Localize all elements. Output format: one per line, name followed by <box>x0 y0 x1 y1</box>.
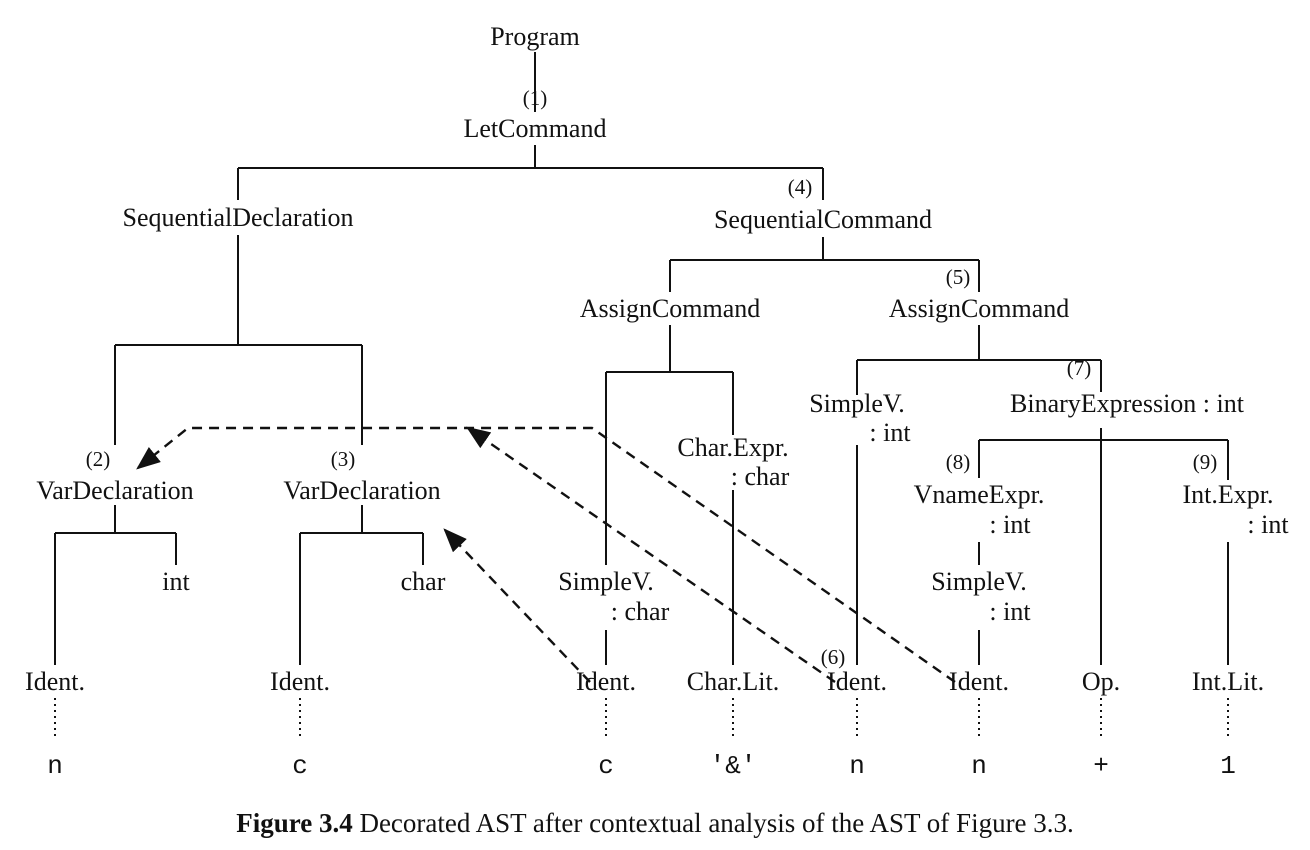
spelling: n <box>971 751 987 781</box>
caption-label: Figure 3.4 <box>236 808 353 838</box>
tag-5: (5) <box>946 265 971 289</box>
spelling: n <box>47 751 63 781</box>
tree-edges <box>54 52 1229 665</box>
node-simple-v: SimpleV. <box>809 389 905 418</box>
edge-assign2-children <box>856 325 1102 395</box>
spelling: c <box>292 751 308 781</box>
node-op: Op. <box>1082 667 1120 696</box>
tag-6: (6) <box>821 645 846 669</box>
edge-seqcmd-children <box>669 237 980 292</box>
node-program: Program <box>490 22 580 51</box>
node-sequential-declaration: SequentialDeclaration <box>122 203 353 232</box>
tag-3: (3) <box>331 447 356 471</box>
node-int-expr: Int.Expr. <box>1183 480 1274 509</box>
node-simple-v-type: : int <box>869 418 911 447</box>
binding-arrow-to-vardecl-2-b <box>466 426 836 683</box>
binding-arrow-to-vardecl-3 <box>443 528 591 683</box>
spelling: 1 <box>1220 751 1236 781</box>
figure-caption: Figure 3.4 Decorated AST after contextua… <box>236 808 1074 838</box>
tag-9: (9) <box>1193 450 1218 474</box>
node-assign-command: AssignCommand <box>580 294 761 323</box>
node-ident: Ident. <box>949 667 1009 696</box>
edge-let-children <box>237 145 824 200</box>
edge-vardecl2-children <box>299 505 424 665</box>
spelling: n <box>849 751 865 781</box>
tag-1: (1) <box>523 86 548 110</box>
tag-4: (4) <box>788 175 813 199</box>
spellings: n c c '&' n n + 1 <box>47 751 1236 781</box>
spelling: c <box>598 751 614 781</box>
node-char-expr-type: : char <box>731 462 790 491</box>
spelling-connectors <box>54 698 1229 740</box>
edge-vardecl1-children <box>54 505 177 665</box>
spelling: '&' <box>710 751 757 781</box>
caption-text: Decorated AST after contextual analysis … <box>353 808 1074 838</box>
node-simple-v: SimpleV. <box>931 567 1027 596</box>
tree-nodes: Program LetCommand SequentialDeclaration… <box>25 22 1289 696</box>
binding-arrows <box>136 426 956 683</box>
node-int-expr-type: : int <box>1247 510 1289 539</box>
tag-8: (8) <box>946 450 971 474</box>
edge-seqdecl-children <box>114 235 363 445</box>
node-vname-expr: VnameExpr. <box>914 480 1045 509</box>
node-let-command: LetCommand <box>464 114 607 143</box>
node-ident: Ident. <box>25 667 85 696</box>
node-simple-v-type: : int <box>989 597 1031 626</box>
binding-arrow-to-vardecl-2 <box>136 426 956 683</box>
node-simple-v-type: : char <box>611 597 670 626</box>
tag-2: (2) <box>86 447 111 471</box>
node-char-expr: Char.Expr. <box>677 433 788 462</box>
node-int-lit: Int.Lit. <box>1192 667 1264 696</box>
node-ident: Ident. <box>576 667 636 696</box>
node-ident: Ident. <box>827 667 887 696</box>
node-sequential-command: SequentialCommand <box>714 205 932 234</box>
tag-7: (7) <box>1067 356 1092 380</box>
node-var-declaration: VarDeclaration <box>36 476 193 505</box>
node-vname-expr-type: : int <box>989 510 1031 539</box>
node-simple-v: SimpleV. <box>558 567 654 596</box>
edge-assign1-children <box>605 325 734 565</box>
node-type-char: char <box>401 567 446 596</box>
node-var-declaration: VarDeclaration <box>283 476 440 505</box>
edge-binexpr-children <box>978 428 1229 480</box>
node-char-lit: Char.Lit. <box>687 667 779 696</box>
spelling: + <box>1093 751 1109 781</box>
node-type-int: int <box>162 567 190 596</box>
node-ident: Ident. <box>270 667 330 696</box>
node-tags: (1) (2) (3) (4) (5) (6) (7) (8) (9) <box>86 86 1218 669</box>
node-assign-command: AssignCommand <box>889 294 1070 323</box>
node-binary-expression: BinaryExpression : int <box>1010 389 1245 418</box>
